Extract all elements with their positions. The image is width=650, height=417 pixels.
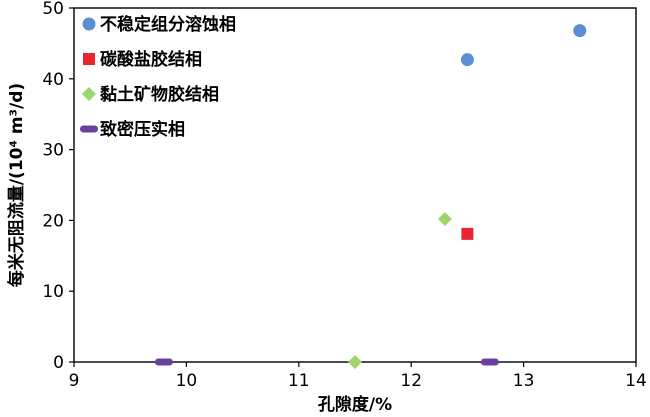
y-tick-label: 40 xyxy=(42,70,64,90)
data-point xyxy=(460,53,474,67)
legend-marker xyxy=(83,53,95,65)
y-axis-title: 每米无阻流量/(10⁴ m³/d) xyxy=(6,83,27,287)
legend-marker xyxy=(80,125,98,133)
legend-label: 致密压实相 xyxy=(100,119,185,140)
data-point xyxy=(461,227,474,240)
data-point xyxy=(573,24,587,38)
legend-marker xyxy=(82,17,96,31)
y-tick-label: 10 xyxy=(42,282,64,302)
y-tick-label: 20 xyxy=(42,211,64,231)
x-tick-label: 10 xyxy=(176,371,198,391)
y-tick-label: 30 xyxy=(42,141,64,161)
legend-label: 不稳定组分溶蚀相 xyxy=(100,14,236,35)
legend-label: 黏土矿物胶结相 xyxy=(100,84,219,105)
x-tick-label: 13 xyxy=(513,371,535,391)
legend-marker xyxy=(82,87,96,101)
data-point xyxy=(154,358,173,366)
y-tick-label: 50 xyxy=(42,0,64,19)
x-tick-label: 9 xyxy=(69,371,80,391)
data-point xyxy=(480,358,499,366)
axis-tick-labels: 9 10 11 12 13 14 0 10 20 30 40 50 xyxy=(42,0,646,391)
x-tick-label: 12 xyxy=(400,371,422,391)
data-point xyxy=(348,355,362,369)
x-tick-label: 11 xyxy=(288,371,310,391)
axis-ticks xyxy=(69,7,637,367)
data-point xyxy=(437,211,452,226)
x-axis-title: 孔隙度/% xyxy=(318,394,392,415)
x-tick-label: 14 xyxy=(625,371,647,391)
legend-label: 碳酸盐胶结相 xyxy=(100,49,202,70)
y-tick-label: 0 xyxy=(53,353,64,373)
data-points xyxy=(154,24,587,369)
